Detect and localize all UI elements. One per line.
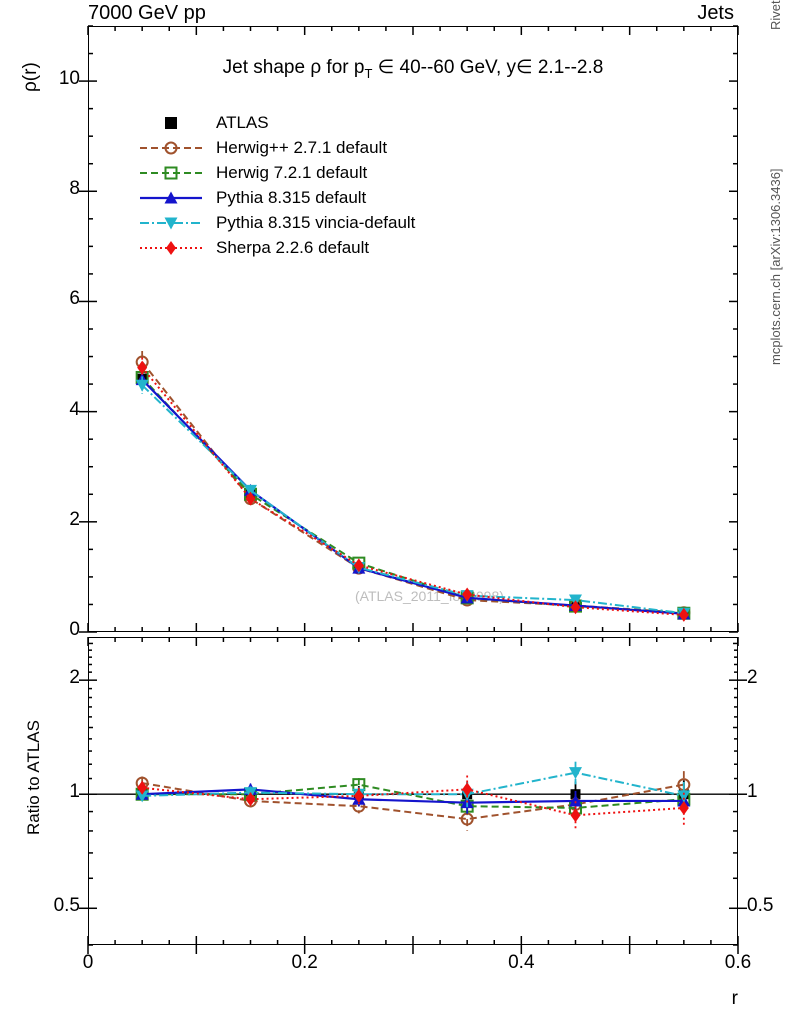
y-tick-label: 10 (58, 68, 80, 90)
x-tick-label: 0.6 (724, 952, 752, 973)
series-line (142, 786, 684, 817)
plot-title: Jet shape ρ for pT ∈ 40--60 GeV, y∈ 2.1-… (88, 56, 738, 81)
ratio-y-tick-label: 2 (69, 667, 80, 689)
x-tick-label: 0.4 (508, 952, 535, 973)
data-marker (570, 600, 581, 615)
ratio-y-tick-label-right: 1 (747, 781, 758, 803)
y-tick-label: 4 (69, 398, 80, 420)
data-marker (462, 587, 473, 602)
legend-item-label: Herwig 7.2.1 default (216, 162, 368, 182)
data-marker (678, 607, 689, 622)
x-tick-label: 0.2 (291, 952, 318, 973)
header-beam-label: 7000 GeV pp (88, 2, 206, 24)
series-sherpa-2-2-6-default (137, 357, 689, 622)
legend-key-swatch (138, 137, 204, 159)
x-tick-label: 0 (82, 952, 94, 973)
data-marker (353, 558, 364, 573)
data-marker (570, 808, 581, 823)
data-marker (164, 217, 178, 229)
plot-title-post: ∈ 40--60 GeV, y∈ 2.1--2.8 (372, 57, 604, 78)
series-line (141, 366, 684, 616)
legend-item-label: Pythia 8.315 vincia-default (216, 212, 416, 232)
legend-item-label: Pythia 8.315 default (216, 187, 367, 207)
ratio-y-tick-label: 1 (69, 781, 80, 803)
legend-item-sherpa[interactable]: Sherpa 2.2.6 default (138, 235, 415, 260)
plot-title-sub: T (364, 65, 373, 81)
legend-key-swatch (138, 212, 204, 234)
data-marker (569, 767, 582, 780)
series-line (141, 376, 684, 615)
legend-item-label: Sherpa 2.2.6 default (216, 237, 370, 257)
data-marker (137, 780, 148, 795)
series-herwig-7-2-1-default (135, 369, 691, 620)
legend-key-swatch (138, 112, 204, 134)
legend-key-swatch (138, 237, 204, 259)
ratio-y-tick-label-right: 0.5 (747, 895, 774, 917)
data-marker (164, 191, 178, 203)
series-sherpa-2-2-6-default (137, 775, 689, 831)
y-tick-label: 0 (69, 619, 80, 640)
data-marker (164, 166, 178, 179)
data-marker (569, 794, 582, 807)
x-axis-label: r (731, 988, 738, 1009)
data-marker (166, 240, 176, 255)
legend-item-label: ATLAS (216, 112, 269, 132)
series-line (141, 384, 684, 615)
legend-item-pythia[interactable]: Pythia 8.315 vincia-default (138, 210, 415, 235)
y-tick-label: 8 (69, 178, 80, 200)
series-line (142, 788, 684, 804)
legend-key-swatch (138, 187, 204, 209)
data-marker (137, 360, 148, 375)
legend-item-herwig[interactable]: Herwig 7.2.1 default (138, 160, 415, 185)
series-line (141, 378, 684, 615)
legend-item-herwig[interactable]: Herwig++ 2.7.1 default (138, 135, 415, 160)
y-tick-label: 2 (69, 508, 80, 530)
series-line (141, 361, 684, 614)
series-line (142, 771, 685, 797)
data-marker (164, 141, 178, 154)
data-marker (353, 788, 364, 803)
header-category-label: Jets (697, 2, 734, 24)
series-pythia-8-315-vincia-default (135, 761, 691, 812)
data-marker (135, 790, 149, 803)
plot-title-pre: Jet shape ρ for p (222, 57, 365, 78)
data-marker (462, 782, 473, 797)
legend-item-label: Herwig++ 2.7.1 default (216, 137, 388, 157)
data-marker (165, 116, 177, 129)
ratio-y-tick-label: 0.5 (53, 895, 80, 917)
series-line (142, 783, 684, 809)
data-marker (244, 484, 257, 497)
data-marker (245, 792, 256, 807)
legend-key-swatch (138, 162, 204, 184)
data-marker (135, 379, 149, 392)
legend-item-pythia[interactable]: Pythia 8.315 default (138, 185, 415, 210)
ratio-y-tick-label-right: 2 (747, 667, 758, 689)
legend-item-atlas[interactable]: ATLAS (138, 110, 415, 135)
data-marker (678, 800, 689, 815)
data-marker (245, 491, 256, 506)
y-tick-label: 6 (69, 288, 80, 310)
legend: ATLAS Herwig++ 2.7.1 default Herwig 7.2.1 … (138, 110, 415, 260)
data-marker (677, 790, 691, 803)
series-herwig-2-7-1-default (135, 351, 691, 620)
